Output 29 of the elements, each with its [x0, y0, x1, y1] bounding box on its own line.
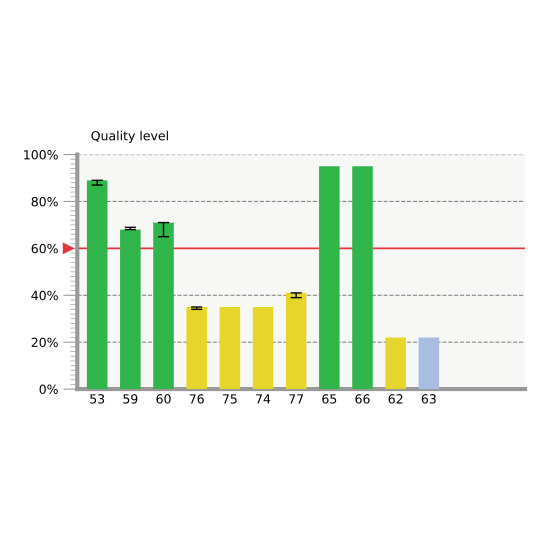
- x-tick-label: 65: [322, 394, 336, 404]
- x-tick-label: 62: [388, 394, 402, 404]
- bar: [352, 166, 373, 390]
- bar: [385, 337, 406, 390]
- y-tick-label: 80%: [32, 196, 58, 206]
- bar: [186, 307, 207, 390]
- y-tick-label: 60%: [32, 244, 58, 254]
- bar: [120, 230, 141, 390]
- bar: [286, 292, 306, 390]
- x-tick-label: 74: [256, 394, 270, 404]
- x-tick-label: 75: [222, 394, 237, 404]
- x-tick-label: 77: [289, 394, 304, 404]
- bar: [418, 337, 440, 390]
- x-tick-label: 59: [123, 394, 138, 404]
- y-tick-label: 0%: [40, 384, 58, 394]
- bar: [153, 222, 174, 390]
- x-tick-label: 66: [355, 394, 370, 404]
- y-tick-label: 40%: [31, 290, 58, 300]
- y-tick-label: 20%: [32, 338, 58, 348]
- x-tick-label: 63: [422, 394, 436, 404]
- x-tick-label: 60: [156, 394, 171, 404]
- bar: [252, 307, 274, 390]
- y-tick-label: 100%: [24, 150, 58, 160]
- bar: [319, 166, 340, 390]
- bar: [220, 307, 240, 390]
- bar: [86, 180, 108, 390]
- x-tick-label: 53: [90, 394, 104, 404]
- y-axis-title: Quality level: [91, 130, 168, 143]
- x-tick-label: 76: [190, 394, 204, 404]
